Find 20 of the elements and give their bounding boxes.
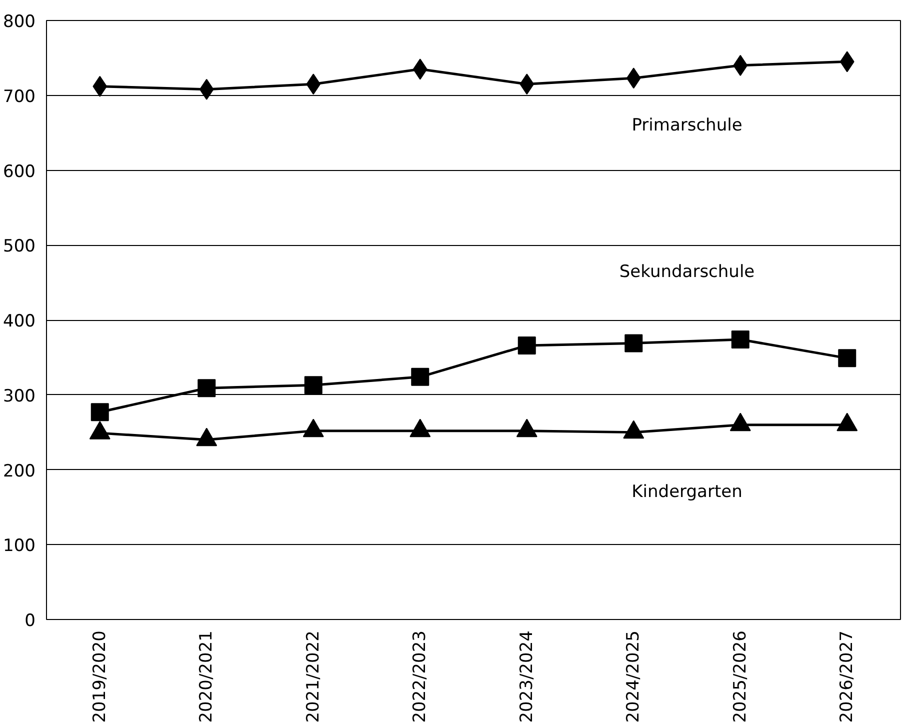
x-tick-label: 2022/2023 [410, 630, 430, 723]
x-tick-label: 2021/2022 [303, 630, 324, 723]
x-tick-label: 2020/2021 [196, 630, 217, 723]
x-tick-label: 2024/2025 [624, 630, 644, 723]
y-tick-label: 500 [3, 236, 36, 257]
y-tick-label: 400 [3, 312, 36, 332]
x-tick-label: 2019/2020 [90, 630, 110, 723]
y-tick-label: 100 [3, 536, 36, 556]
y-tick-label: 300 [3, 386, 36, 406]
y-tick-label: 800 [3, 12, 36, 32]
y-tick-label: 600 [3, 162, 36, 182]
text: Sekundarschule [619, 262, 755, 282]
y-tick-label: 0 [24, 611, 36, 631]
series-label: Primarschule [632, 115, 742, 136]
x-tick-label: 2023/2024 [516, 630, 537, 723]
x-tick-label: 2025/2026 [730, 630, 750, 723]
x-tick-label: 2026/2027 [837, 630, 858, 723]
text: Kindergarten [632, 482, 742, 502]
y-tick-label: 200 [3, 461, 36, 482]
y-tick-label: 700 [3, 86, 36, 107]
